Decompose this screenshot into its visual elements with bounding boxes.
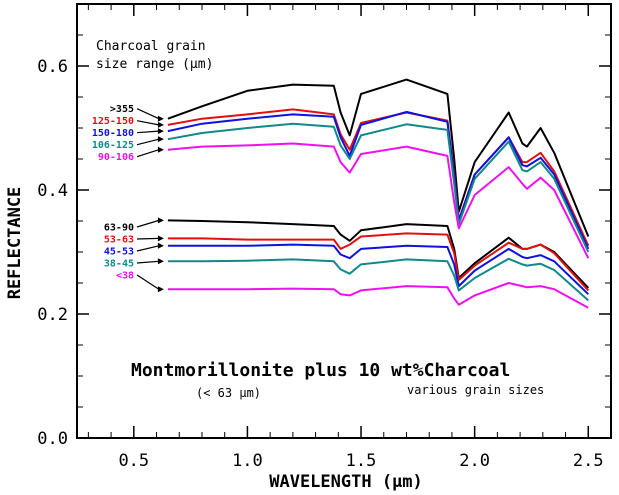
legend-arrowhead-<38 <box>157 286 164 293</box>
legend-arrow-125-150 <box>136 120 160 126</box>
series-line-106-125 <box>167 122 590 253</box>
series-line-150-180 <box>167 110 590 250</box>
legend-label-106-125: 106-125 <box>92 140 134 151</box>
x-axis-title: WAVELENGTH (μm) <box>269 472 423 492</box>
annotation-subtitle-left: (< 63 μm) <box>196 386 261 400</box>
legend-arrowhead-90-106 <box>157 146 164 153</box>
legend-arrow-<38 <box>136 274 160 290</box>
legend-arrowhead-45-53 <box>157 242 164 249</box>
y-tick-label: 0.6 <box>37 57 68 77</box>
y-tick-label: 0.4 <box>37 181 68 201</box>
legend-arrow-90-106 <box>136 149 160 158</box>
legend-arrow-38-45 <box>136 260 159 264</box>
x-tick-label: 1.5 <box>346 451 377 471</box>
annotation-subtitle-right: various grain sizes <box>407 383 544 397</box>
legend-label-63-90: 63-90 <box>104 223 134 234</box>
series-line-45-53 <box>167 243 589 295</box>
series-line->355 <box>167 78 590 237</box>
tick-labels: 0.5 1.0 1.5 2.0 2.5 0.0 0.2 0.4 0.6 <box>37 57 603 471</box>
legend-arrow-63-90 <box>136 219 160 228</box>
legend-arrowhead-63-90 <box>157 217 164 224</box>
x-tick-label: 2.5 <box>573 451 604 471</box>
legend-title-line1: Charcoal grain <box>96 39 206 54</box>
legend-label-125-150: 125-150 <box>92 116 134 127</box>
y-axis-title: REFLECTANCE <box>5 187 25 300</box>
x-tick-label: 1.0 <box>232 451 263 471</box>
legend-arrowhead-125-150 <box>157 121 164 128</box>
legend-arrowhead-106-125 <box>157 136 164 143</box>
y-tick-label: 0.2 <box>37 305 68 325</box>
annotation-title: Montmorillonite plus 10 wt%Charcoal <box>131 360 510 381</box>
legend-label-53-63: 53-63 <box>104 235 134 246</box>
legend-arrow-150-180 <box>136 130 159 134</box>
legend-label-45-53: 45-53 <box>104 247 134 258</box>
legend-arrowhead->355 <box>157 115 164 122</box>
x-tick-label: 2.0 <box>459 451 490 471</box>
legend-arrow->355 <box>136 108 160 120</box>
legend-arrow-45-53 <box>136 245 160 252</box>
series-line-<38 <box>167 282 589 309</box>
legend-label-150-180: 150-180 <box>92 128 134 139</box>
x-tick-label: 0.5 <box>118 451 149 471</box>
legend-label-<38: <38 <box>116 271 134 282</box>
legend-arrowhead-53-63 <box>157 235 164 242</box>
series-line-38-45 <box>167 257 589 302</box>
axis-ticks <box>77 3 612 439</box>
series-line-53-63 <box>167 232 590 292</box>
legend-label->355: >355 <box>110 104 134 115</box>
y-tick-label: 0.0 <box>37 429 68 449</box>
legend-arrow-106-125 <box>136 138 160 146</box>
series-line-90-106 <box>167 142 590 259</box>
series-lines <box>167 78 590 309</box>
legend-label-38-45: 38-45 <box>104 259 134 270</box>
legend-arrowhead-150-180 <box>157 128 164 135</box>
legend-label-90-106: 90-106 <box>98 152 134 163</box>
series-line-125-150 <box>167 108 590 247</box>
legend-title-line2: size range (μm) <box>96 57 213 72</box>
legend-arrowhead-38-45 <box>157 258 164 265</box>
legend-arrow-53-63 <box>136 237 159 240</box>
series-line-63-90 <box>167 219 590 289</box>
